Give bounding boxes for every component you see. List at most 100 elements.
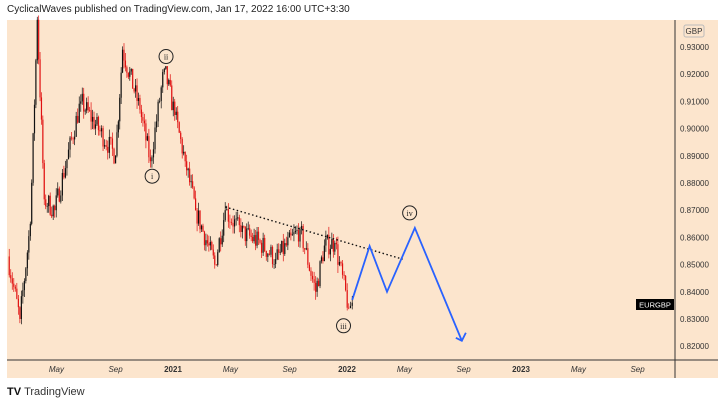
candle-body xyxy=(196,210,198,224)
candle-body xyxy=(183,151,185,154)
candle-body xyxy=(238,217,240,226)
wave-label-iv: iv xyxy=(407,209,413,218)
candle-body xyxy=(291,234,294,236)
candle-body xyxy=(154,127,156,150)
candle-body xyxy=(142,117,144,121)
candle-body xyxy=(31,182,33,224)
candle-body xyxy=(284,243,286,254)
candle-body xyxy=(13,283,15,287)
price-tick-label: 0.82000 xyxy=(680,342,709,351)
candle-body xyxy=(49,195,51,215)
candle-body xyxy=(337,244,339,265)
time-tick-label: May xyxy=(49,365,65,374)
candle-body xyxy=(276,249,278,260)
candle-body xyxy=(244,226,246,242)
candle-body xyxy=(32,133,34,183)
candle-body xyxy=(93,116,95,129)
candle-body xyxy=(84,110,86,112)
price-tick-label: 0.92000 xyxy=(680,70,709,79)
candle-body xyxy=(226,209,228,211)
candle-body xyxy=(151,157,153,162)
candle-body xyxy=(311,275,314,280)
candle-body xyxy=(315,282,317,292)
candle-body xyxy=(63,172,65,178)
candle-body xyxy=(8,256,10,276)
candle-body xyxy=(108,136,110,153)
candle-body xyxy=(123,49,125,61)
candle-body xyxy=(163,68,165,73)
candle-body xyxy=(278,249,280,253)
candle-body xyxy=(86,102,88,111)
price-tick-label: 0.88000 xyxy=(680,179,709,188)
price-tick-label: 0.90000 xyxy=(680,125,709,134)
candle-body xyxy=(45,199,47,207)
candle-body xyxy=(322,257,324,262)
price-tick-label: 0.85000 xyxy=(680,261,709,270)
candle-body xyxy=(129,71,131,77)
candle-body xyxy=(271,246,274,265)
candle-body xyxy=(221,235,223,245)
candle-body xyxy=(206,240,208,244)
brand-name[interactable]: TradingView xyxy=(24,386,85,398)
candle-body xyxy=(117,121,119,133)
candle-body xyxy=(260,242,263,253)
candle-body xyxy=(294,230,297,233)
candle-body xyxy=(282,240,284,254)
candle-body xyxy=(348,307,350,309)
candle-body xyxy=(96,117,98,125)
candle-body xyxy=(343,274,345,276)
time-tick-label: May xyxy=(397,365,413,374)
candle-body xyxy=(310,270,312,276)
candle-body xyxy=(257,231,260,240)
candle-body xyxy=(102,128,104,147)
candle-body xyxy=(165,66,167,69)
candle-body xyxy=(152,149,155,158)
candle-body xyxy=(325,238,327,246)
candle-body xyxy=(104,145,106,147)
candle-body xyxy=(212,249,214,256)
candle-body xyxy=(124,60,127,68)
candle-body xyxy=(187,168,189,171)
candle-body xyxy=(335,242,337,245)
candle-body xyxy=(99,130,101,132)
candle-body xyxy=(48,195,50,207)
candle-body xyxy=(130,68,132,72)
candle-body xyxy=(127,72,129,77)
time-tick-label: Sep xyxy=(456,365,471,374)
currency-label: GBP xyxy=(686,27,703,36)
candle-body xyxy=(184,151,186,162)
candle-body xyxy=(17,298,19,308)
candle-body xyxy=(300,225,303,230)
candle-body xyxy=(203,231,206,246)
time-tick-label: Sep xyxy=(108,365,123,374)
candle-body xyxy=(155,121,158,128)
candle-body xyxy=(111,138,114,149)
candle-body xyxy=(305,248,307,250)
candle-body xyxy=(246,228,248,242)
candle-body xyxy=(237,217,239,219)
candle-body xyxy=(100,128,103,132)
candle-body xyxy=(252,236,254,242)
candle-body xyxy=(211,241,213,250)
candle-body xyxy=(70,137,73,139)
candle-body xyxy=(143,120,146,124)
candle-body xyxy=(60,195,62,202)
candle-body xyxy=(67,149,70,160)
candle-body xyxy=(334,242,336,252)
price-tick-label: 0.86000 xyxy=(680,233,709,242)
time-tick-label: 2022 xyxy=(338,365,356,374)
candle-body xyxy=(25,268,27,281)
candle-body xyxy=(249,228,251,236)
resistance-trendline xyxy=(225,206,403,260)
candle-body xyxy=(235,218,237,220)
candle-body xyxy=(288,232,290,238)
candle-body xyxy=(299,229,301,242)
candle-body xyxy=(145,123,147,141)
candle-body xyxy=(139,98,141,110)
candle-body xyxy=(83,93,85,112)
candle-body xyxy=(159,101,161,102)
candle-body xyxy=(197,210,200,224)
candle-body xyxy=(209,241,211,246)
candle-body xyxy=(349,305,352,309)
